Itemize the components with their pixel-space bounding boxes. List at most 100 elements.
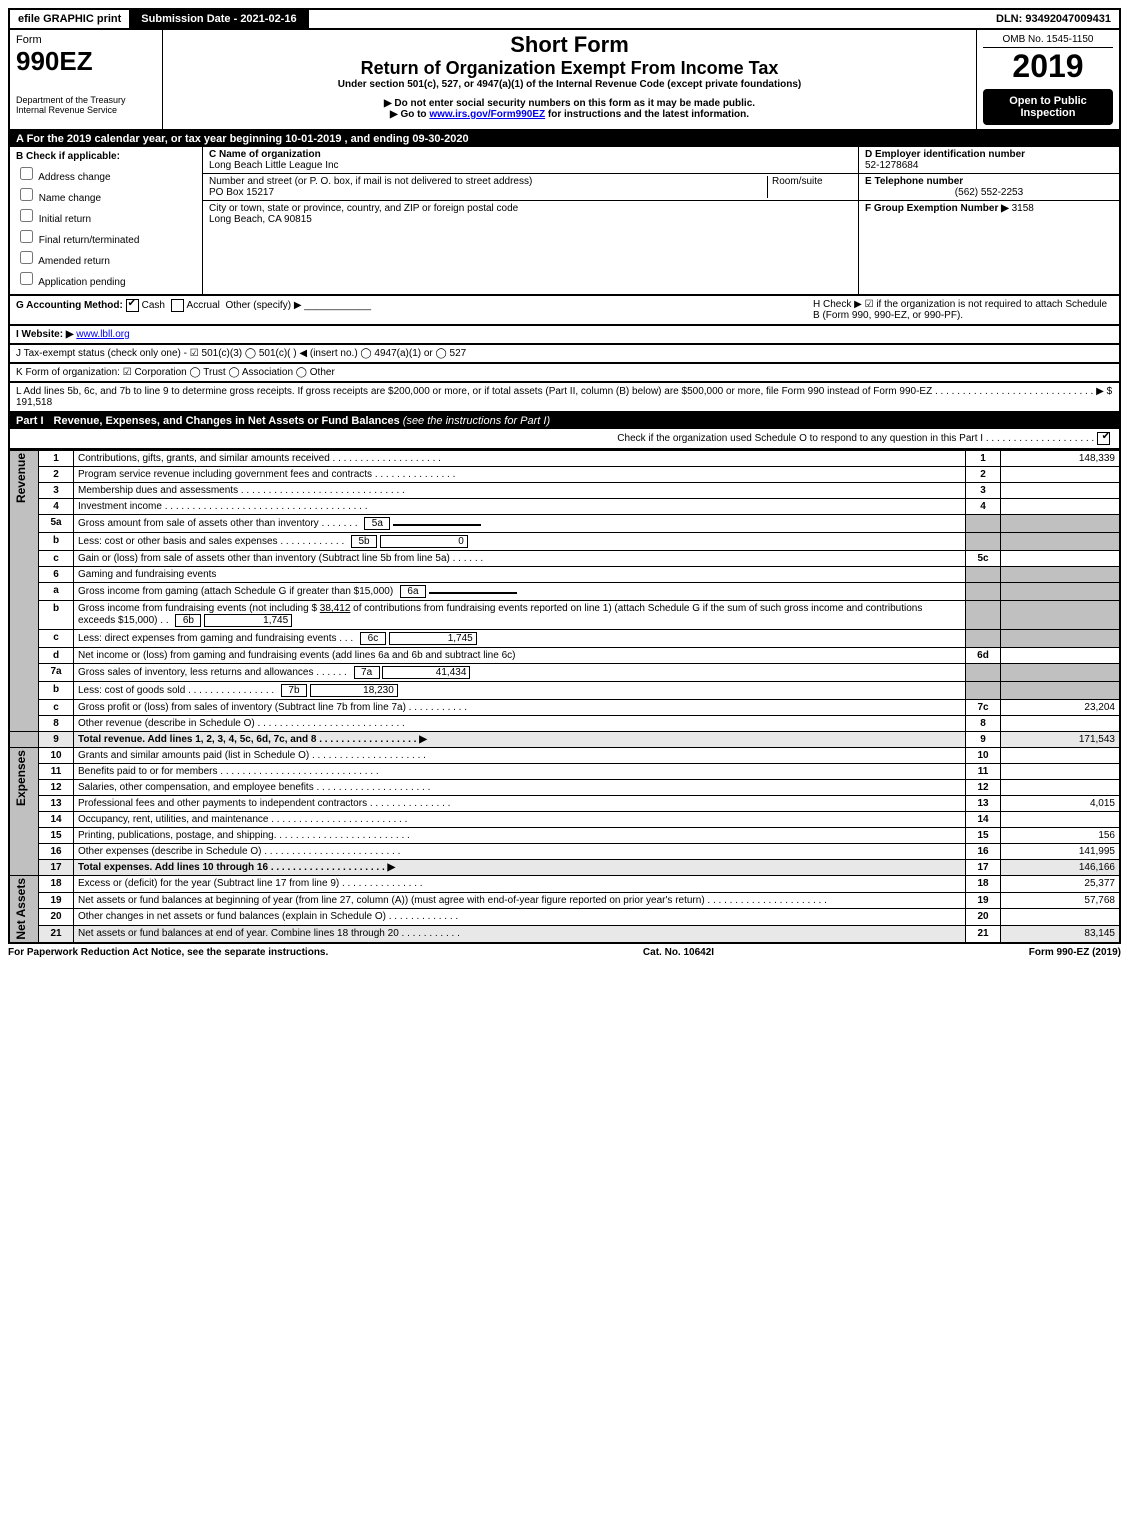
h-note: H Check ▶ ☑ if the organization is not r…: [805, 299, 1113, 321]
line-16-amount: 141,995: [1001, 844, 1121, 860]
goto-prefix: ▶ Go to: [390, 109, 429, 120]
line-21-desc: Net assets or fund balances at end of ye…: [74, 925, 966, 942]
line-6d-refnum: 6d: [966, 648, 1001, 664]
submission-date-button[interactable]: Submission Date - 2021-02-16: [131, 10, 308, 28]
schedule-o-checkbox[interactable]: [1097, 432, 1110, 445]
ssn-note: ▶ Do not enter social security numbers o…: [171, 98, 968, 109]
city-value: Long Beach, CA 90815: [209, 214, 312, 225]
line-5c-refnum: 5c: [966, 551, 1001, 567]
line-6c-subamount: 1,745: [389, 632, 477, 645]
line-14-refnum: 14: [966, 812, 1001, 828]
line-12-amount: [1001, 780, 1121, 796]
line-6a-subamount: [429, 592, 517, 594]
line-7a-num: 7a: [39, 664, 74, 682]
line-3-amount: [1001, 483, 1121, 499]
opt-name-change: Name change: [39, 193, 101, 204]
form-header: Form 990EZ Department of the Treasury In…: [8, 30, 1121, 131]
application-pending-checkbox[interactable]: [20, 272, 33, 285]
line-7b-num: b: [39, 682, 74, 700]
opt-address-change: Address change: [38, 172, 110, 183]
line-6a-sublabel: 6a: [400, 585, 426, 598]
footer-mid: Cat. No. 10642I: [643, 947, 714, 958]
d-ein-label: D Employer identification number: [865, 149, 1025, 160]
line-12-num: 12: [39, 780, 74, 796]
short-form-title: Short Form: [171, 32, 968, 58]
line-13-num: 13: [39, 796, 74, 812]
line-a: A For the 2019 calendar year, or tax yea…: [8, 131, 1121, 147]
e-phone-label: E Telephone number: [865, 176, 963, 187]
line-13-amount: 4,015: [1001, 796, 1121, 812]
line-4-refnum: 4: [966, 499, 1001, 515]
website-link[interactable]: www.lbll.org: [76, 329, 129, 340]
line-3-refnum: 3: [966, 483, 1001, 499]
line-4-num: 4: [39, 499, 74, 515]
line-7a-desc: Gross sales of inventory, less returns a…: [78, 667, 347, 678]
line-7b-subamount: 18,230: [310, 684, 398, 697]
line-5b-sublabel: 5b: [351, 535, 377, 548]
amended-return-checkbox[interactable]: [20, 251, 33, 264]
line-4-amount: [1001, 499, 1121, 515]
line-3-num: 3: [39, 483, 74, 499]
line-6d-num: d: [39, 648, 74, 664]
line-2-amount: [1001, 467, 1121, 483]
line-6c-sublabel: 6c: [360, 632, 386, 645]
line-16-num: 16: [39, 844, 74, 860]
line-7c-desc: Gross profit or (loss) from sales of inv…: [74, 700, 966, 716]
goto-suffix: for instructions and the latest informat…: [545, 109, 749, 120]
line-15-num: 15: [39, 828, 74, 844]
line-20-refnum: 20: [966, 909, 1001, 926]
part-i-instr: (see the instructions for Part I): [403, 415, 550, 427]
form-word: Form: [16, 34, 156, 46]
line-17-desc: Total expenses. Add lines 10 through 16 …: [78, 862, 395, 873]
line-5a-num: 5a: [39, 515, 74, 533]
part-i-header: Part I Revenue, Expenses, and Changes in…: [8, 413, 1121, 429]
line-17-amount: 146,166: [1001, 860, 1121, 876]
cash-checkbox[interactable]: [126, 299, 139, 312]
f-group-label: F Group Exemption Number ▶: [865, 203, 1009, 214]
line-18-refnum: 18: [966, 876, 1001, 893]
line-10-num: 10: [39, 748, 74, 764]
part-i-table: Revenue 1 Contributions, gifts, grants, …: [8, 450, 1121, 944]
line-5c-desc: Gain or (loss) from sale of assets other…: [74, 551, 966, 567]
line-1-desc: Contributions, gifts, grants, and simila…: [74, 451, 966, 467]
line-15-refnum: 15: [966, 828, 1001, 844]
irs-link[interactable]: www.irs.gov/Form990EZ: [429, 109, 545, 120]
line-9-refnum: 9: [966, 732, 1001, 748]
org-info-section: B Check if applicable: Address change Na…: [8, 147, 1121, 296]
line-2-refnum: 2: [966, 467, 1001, 483]
efile-label[interactable]: efile GRAPHIC print: [10, 10, 131, 28]
name-change-checkbox[interactable]: [20, 188, 33, 201]
line-6d-desc: Net income or (loss) from gaming and fun…: [74, 648, 966, 664]
omb-number: OMB No. 1545-1150: [983, 34, 1113, 48]
line-21-refnum: 21: [966, 925, 1001, 942]
line-6b-insert: 38,412: [320, 603, 351, 614]
final-return-checkbox[interactable]: [20, 230, 33, 243]
form-title: Return of Organization Exempt From Incom…: [171, 58, 968, 79]
expenses-section-label: Expenses: [14, 750, 28, 806]
line-9-amount: 171,543: [1001, 732, 1121, 748]
dln-label: DLN: 93492047009431: [988, 10, 1119, 28]
line-13-desc: Professional fees and other payments to …: [74, 796, 966, 812]
accrual-label: Accrual: [187, 300, 220, 311]
line-13-refnum: 13: [966, 796, 1001, 812]
schedule-o-check-text: Check if the organization used Schedule …: [617, 433, 1094, 444]
address-change-checkbox[interactable]: [20, 167, 33, 180]
accrual-checkbox[interactable]: [171, 299, 184, 312]
line-2-desc: Program service revenue including govern…: [74, 467, 966, 483]
line-6b-sublabel: 6b: [175, 614, 201, 627]
line-20-amount: [1001, 909, 1121, 926]
initial-return-checkbox[interactable]: [20, 209, 33, 222]
part-i-title: Revenue, Expenses, and Changes in Net As…: [54, 415, 403, 427]
line-5c-num: c: [39, 551, 74, 567]
line-11-amount: [1001, 764, 1121, 780]
line-7b-sublabel: 7b: [281, 684, 307, 697]
line-18-amount: 25,377: [1001, 876, 1121, 893]
k-form-org: K Form of organization: ☑ Corporation ◯ …: [8, 364, 1121, 383]
line-5a-desc: Gross amount from sale of assets other t…: [78, 518, 358, 529]
line-14-num: 14: [39, 812, 74, 828]
c-name-label: C Name of organization: [209, 149, 321, 160]
line-5a-subamount: [393, 524, 481, 526]
page-footer: For Paperwork Reduction Act Notice, see …: [8, 944, 1121, 958]
g-label: G Accounting Method:: [16, 300, 123, 311]
line-12-desc: Salaries, other compensation, and employ…: [74, 780, 966, 796]
